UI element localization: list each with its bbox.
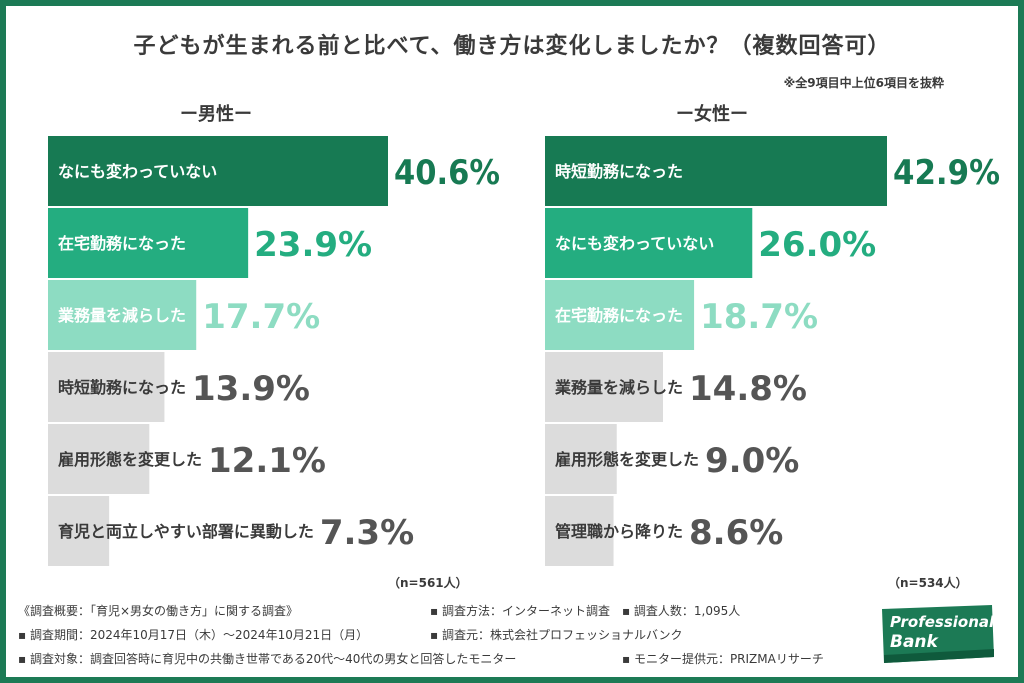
- bar-value-label: 7.3%: [320, 513, 414, 553]
- bar-female-0: [545, 136, 887, 206]
- bar-category-label: なにも変わっていない: [58, 162, 217, 181]
- bar-category-label: 業務量を減らした: [57, 306, 186, 325]
- bar-value-label: 9.0%: [705, 441, 799, 481]
- footer-target: ▪ 調査対象：調査回答時に育児中の共働き世帯である20代〜40代の男女と回答した…: [18, 652, 517, 666]
- footer-overview: 《調査概要：「育児×男女の働き方」に関する調査》: [18, 604, 299, 618]
- bar-female-2: [545, 280, 695, 350]
- bar-male-5: [48, 496, 110, 566]
- bar-value-label: 18.7%: [700, 297, 818, 337]
- bar-value-label: 8.6%: [689, 513, 783, 553]
- female-sample-size: （n=534人）: [888, 576, 968, 590]
- bar-category-label: 雇用形態を変更した: [555, 450, 699, 469]
- bar-female-3: [545, 352, 663, 422]
- professional-bank-logo: Professional Bank: [882, 605, 995, 663]
- bar-category-label: 雇用形態を変更した: [58, 450, 202, 469]
- logo-line-2: Bank: [890, 632, 940, 652]
- bar-value-label: 42.9%: [893, 153, 1000, 193]
- bar-category-label: 管理職から降りた: [555, 522, 683, 541]
- footer-provider: ▪ モニター提供元：PRIZMAリサーチ: [622, 652, 824, 666]
- logo-background: [882, 605, 994, 663]
- bar-male-0: [48, 136, 388, 206]
- bar-category-label: 在宅勤務になった: [555, 306, 683, 325]
- bar-value-label: 13.9%: [192, 369, 310, 409]
- male-panel-title: ー男性ー: [180, 104, 252, 125]
- logo-line-1: Professional: [890, 613, 995, 631]
- bar-male-1: [48, 208, 249, 278]
- bar-male-4: [48, 424, 150, 494]
- footer-organizer: ▪ 調査元：株式会社プロフェッショナルバンク: [430, 628, 683, 642]
- bar-female-1: [545, 208, 753, 278]
- male-bar-chart: なにも変わっていない 40.6% 在宅勤務になった 23.9% 業務量を減らした 17.7…: [48, 136, 500, 566]
- bar-male-2: [48, 280, 197, 350]
- bar-female-5: [545, 496, 614, 566]
- excerpt-note: ※全9項目中上位6項目を抜粋: [783, 76, 944, 90]
- bar-male-3: [48, 352, 165, 422]
- bar-category-label: 時短勤務になった: [58, 378, 186, 397]
- bar-category-label: 育児と両立しやすい部署に異動した: [58, 522, 314, 541]
- bar-category-label: 時短勤務になった: [555, 162, 683, 181]
- bar-value-label: 12.1%: [208, 441, 326, 481]
- logo-shadow: [884, 649, 994, 663]
- bar-value-label: 17.7%: [202, 297, 320, 337]
- bar-category-label: 在宅勤務になった: [58, 234, 186, 253]
- bar-value-label: 26.0%: [758, 225, 876, 265]
- female-bar-chart: 時短勤務になった 42.9% なにも変わっていない 26.0% 在宅勤務になった 18.7…: [545, 136, 1000, 566]
- footer-period: ▪ 調査期間：2024年10月17日（木）〜2024年10月21日（月）: [18, 628, 369, 642]
- chart-title: 子どもが生まれる前と比べて、働き方は変化しましたか？（複数回答可）: [133, 34, 891, 59]
- male-sample-size: （n=561人）: [388, 576, 468, 590]
- bar-category-label: なにも変わっていない: [555, 234, 714, 253]
- bar-value-label: 23.9%: [254, 225, 372, 265]
- footer-method: ▪ 調査方法：インターネット調査 ▪ 調査人数：1,095人: [430, 604, 741, 618]
- bar-value-label: 14.8%: [689, 369, 807, 409]
- female-panel-title: ー女性ー: [676, 104, 748, 125]
- bar-female-4: [545, 424, 617, 494]
- bar-value-label: 40.6%: [394, 153, 500, 193]
- bar-category-label: 業務量を減らした: [554, 378, 683, 397]
